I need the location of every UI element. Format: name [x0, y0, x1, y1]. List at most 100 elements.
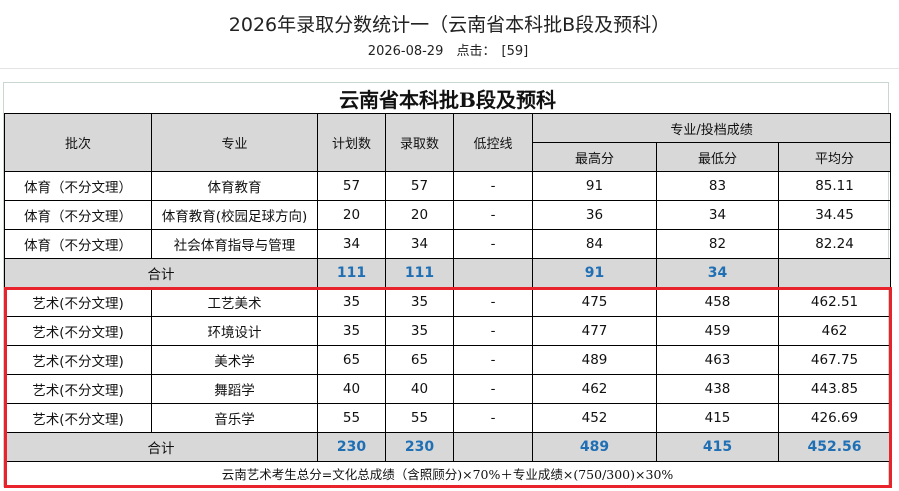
total-plan: 230	[317, 432, 386, 462]
table-row: 体育（不分文理） 体育教育 57 57-91 83 85.11	[4, 171, 892, 201]
cell-plan: 57	[317, 171, 386, 201]
cell-max: 475	[532, 287, 657, 317]
cell-plan: 35	[317, 316, 386, 346]
table-row: 艺术(不分文理) 环境设计 35 35-477 459 462	[4, 316, 892, 346]
cell-plan: 35	[317, 287, 386, 317]
table-caption: 云南省本科批B段及预科	[339, 88, 556, 112]
cell-batch: 艺术(不分文理)	[4, 316, 152, 346]
header-batch: 批次	[4, 113, 152, 172]
total-max: 91	[532, 258, 657, 288]
cell-max: 452	[532, 403, 657, 433]
cell-max: 91	[532, 171, 657, 201]
cell-plan: 20	[317, 200, 386, 230]
cell-major: 舞蹈学	[151, 374, 318, 404]
cell-min: 82	[656, 229, 779, 259]
cell-batch: 体育（不分文理）	[4, 200, 152, 230]
total-admitted: 230	[385, 432, 454, 462]
cell-min: 83	[656, 171, 779, 201]
cell-major: 音乐学	[151, 403, 318, 433]
cell-control-line: -	[453, 287, 533, 317]
cell-max: 84	[532, 229, 657, 259]
cell-batch: 艺术(不分文理)	[4, 345, 152, 375]
cell-control-line: -	[453, 316, 533, 346]
total-min: 415	[656, 432, 779, 462]
cell-min: 415	[656, 403, 779, 433]
cell-batch: 体育（不分文理）	[4, 229, 152, 259]
cell-avg: 426.69	[777, 403, 892, 433]
total-avg: 452.56	[777, 432, 892, 462]
total-label: 合计	[4, 432, 318, 462]
cell-major: 美术学	[151, 345, 318, 375]
cell-major: 体育教育(校园足球方向)	[151, 200, 318, 230]
total-row: 合计 111 111 91 34	[4, 258, 892, 288]
header-admitted: 录取数	[385, 113, 454, 172]
score-table: 云南省本科批B段及预科 批次 专业 计划数 录取数 低控线 专业/投档成绩 最高…	[4, 84, 892, 484]
cell-max: 477	[532, 316, 657, 346]
cell-major: 环境设计	[151, 316, 318, 346]
table-row: 艺术(不分文理) 音乐学 55 55-452 415 426.69	[4, 403, 892, 433]
cell-major: 社会体育指导与管理	[151, 229, 318, 259]
cell-avg: 467.75	[777, 345, 892, 375]
cell-min: 463	[656, 345, 779, 375]
footnote: 云南艺术考生总分=文化总成绩（含照顾分)×70%＋专业成绩×(750/300)×…	[4, 461, 891, 484]
cell-admitted: 65	[385, 345, 454, 375]
click-value: [59]	[501, 44, 529, 59]
cell-avg: 462	[777, 316, 892, 346]
total-control-line	[453, 432, 533, 462]
cell-avg: 443.85	[777, 374, 892, 404]
table-row: 艺术(不分文理) 舞蹈学 40 40-462 438 443.85	[4, 374, 892, 404]
footnote-row: 云南艺术考生总分=文化总成绩（含照顾分)×70%＋专业成绩×(750/300)×…	[4, 461, 891, 484]
total-label: 合计	[4, 258, 318, 288]
article-meta: 2026-08-29 点击： [59]	[0, 40, 899, 59]
cell-plan: 55	[317, 403, 386, 433]
header-major: 专业	[151, 113, 318, 172]
cell-plan: 65	[317, 345, 386, 375]
cell-admitted: 34	[385, 229, 454, 259]
cell-min: 34	[656, 200, 779, 230]
table-row: 体育（不分文理） 社会体育指导与管理 34 34-84 82 82.24	[4, 229, 892, 259]
total-max: 489	[532, 432, 657, 462]
cell-min: 438	[656, 374, 779, 404]
cell-admitted: 35	[385, 287, 454, 317]
cell-batch: 体育（不分文理）	[4, 171, 152, 201]
total-control-line	[453, 258, 533, 288]
cell-control-line: -	[453, 200, 533, 230]
header-max: 最高分	[532, 142, 657, 172]
table-row: 艺术(不分文理) 美术学 65 65-489 463 467.75	[4, 345, 892, 375]
total-avg	[777, 258, 892, 288]
cell-max: 489	[532, 345, 657, 375]
cell-control-line: -	[453, 229, 533, 259]
cell-batch: 艺术(不分文理)	[4, 287, 152, 317]
cell-avg: 85.11	[777, 171, 892, 201]
header-score-group: 专业/投档成绩	[531, 113, 892, 143]
cell-plan: 40	[317, 374, 386, 404]
cell-control-line: -	[453, 403, 533, 433]
page-title: 2026年录取分数统计一（云南省本科批B段及预科）	[228, 14, 671, 36]
total-plan: 111	[317, 258, 386, 288]
total-min: 34	[656, 258, 779, 288]
cell-min: 458	[656, 287, 779, 317]
cell-max: 36	[532, 200, 657, 230]
cell-max: 462	[532, 374, 657, 404]
cell-admitted: 55	[385, 403, 454, 433]
table-row: 艺术(不分文理) 工艺美术 35 35-475 458 462.51	[4, 287, 892, 317]
header-avg: 平均分	[777, 142, 892, 172]
table-row: 体育（不分文理） 体育教育(校园足球方向) 20 20-36 34 34.45	[4, 200, 892, 230]
cell-admitted: 40	[385, 374, 454, 404]
header-control-line: 低控线	[453, 113, 533, 172]
cell-admitted: 57	[385, 171, 454, 201]
header-min: 最低分	[656, 142, 779, 172]
header-plan: 计划数	[317, 113, 386, 172]
cell-control-line: -	[453, 374, 533, 404]
cell-avg: 82.24	[777, 229, 892, 259]
cell-control-line: -	[453, 171, 533, 201]
cell-batch: 艺术(不分文理)	[4, 403, 152, 433]
cell-batch: 艺术(不分文理)	[4, 374, 152, 404]
cell-admitted: 20	[385, 200, 454, 230]
divider	[0, 68, 899, 69]
cell-avg: 34.45	[777, 200, 892, 230]
total-admitted: 111	[385, 258, 454, 288]
publish-date: 2026-08-29	[367, 44, 444, 59]
cell-min: 459	[656, 316, 779, 346]
click-label: 点击：	[456, 44, 496, 59]
